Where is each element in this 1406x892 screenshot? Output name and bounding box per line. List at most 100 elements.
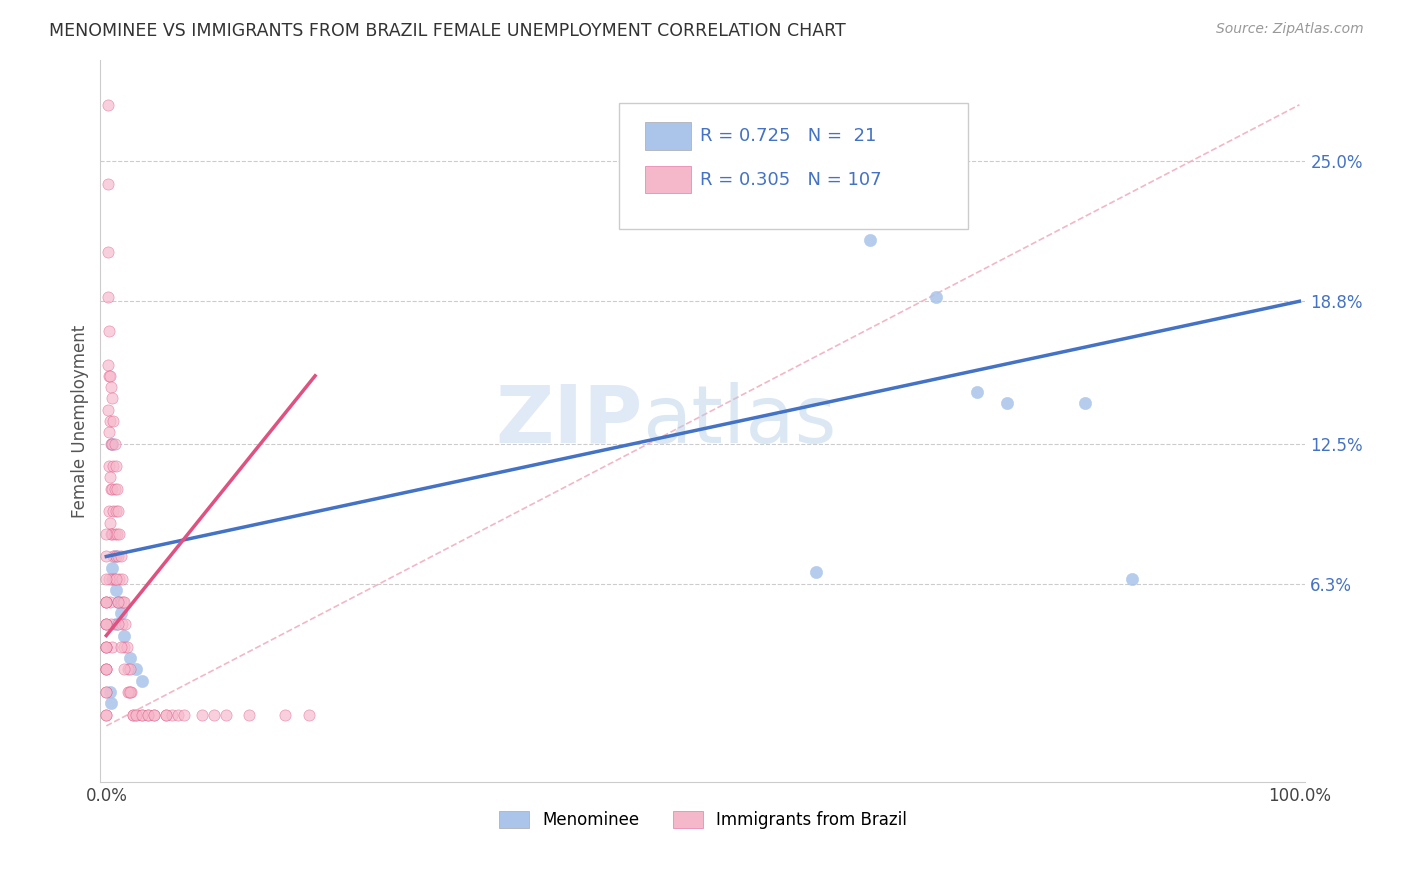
FancyBboxPatch shape [645, 122, 690, 150]
Point [96, 640, 118, 654]
Point [96, 707, 118, 722]
Point [110, 606, 132, 620]
Point [98, 595, 121, 609]
Point [238, 707, 260, 722]
Point [96, 97, 118, 112]
Point [96, 549, 118, 564]
Point [105, 527, 128, 541]
Point [100, 482, 122, 496]
Point [100, 380, 122, 394]
Point [120, 685, 142, 699]
Point [131, 707, 153, 722]
Point [125, 707, 148, 722]
Point [97, 459, 120, 474]
Point [96, 177, 118, 191]
Point [101, 436, 124, 450]
Point [101, 527, 124, 541]
Point [96, 527, 118, 541]
Point [104, 617, 127, 632]
Point [104, 549, 127, 564]
Point [100, 436, 122, 450]
Point [107, 549, 129, 564]
Point [155, 707, 177, 722]
Point [121, 707, 143, 722]
Text: R = 0.305   N = 107: R = 0.305 N = 107 [700, 170, 882, 188]
FancyBboxPatch shape [645, 166, 690, 194]
Point [111, 595, 134, 609]
Point [120, 651, 142, 665]
Point [96, 662, 118, 676]
Point [96, 662, 118, 676]
Point [97, 504, 120, 518]
Y-axis label: Female Unemployment: Female Unemployment [72, 325, 89, 517]
Point [96, 290, 118, 304]
Point [101, 482, 124, 496]
Point [112, 640, 135, 654]
Point [96, 595, 118, 609]
Point [104, 572, 127, 586]
Point [104, 549, 127, 564]
Point [101, 572, 124, 586]
Point [100, 696, 122, 710]
Point [120, 662, 142, 676]
Point [103, 572, 125, 586]
Point [96, 572, 118, 586]
Point [143, 707, 166, 722]
Point [104, 459, 127, 474]
Point [111, 617, 134, 632]
Point [101, 392, 124, 406]
Point [104, 527, 127, 541]
Point [96, 402, 118, 417]
Point [1073, 396, 1095, 410]
Point [101, 640, 124, 654]
Point [107, 617, 129, 632]
Point [100, 617, 122, 632]
Point [110, 640, 132, 654]
Point [155, 707, 177, 722]
Point [107, 595, 129, 609]
Point [97, 368, 120, 383]
Point [96, 707, 118, 722]
Point [136, 707, 159, 722]
Point [98, 368, 121, 383]
Point [104, 504, 127, 518]
Point [96, 358, 118, 372]
Point [96, 640, 118, 654]
Point [97, 425, 120, 440]
Point [104, 482, 127, 496]
Legend: Menominee, Immigrants from Brazil: Menominee, Immigrants from Brazil [492, 804, 914, 836]
Point [103, 459, 125, 474]
Point [859, 233, 882, 247]
Point [112, 662, 135, 676]
Point [96, 617, 118, 632]
Point [107, 595, 129, 609]
Point [98, 685, 121, 699]
Point [120, 685, 142, 699]
Point [104, 572, 127, 586]
Point [101, 436, 124, 450]
Point [96, 244, 118, 259]
Point [111, 572, 134, 586]
Point [131, 673, 153, 688]
Text: R = 0.725   N =  21: R = 0.725 N = 21 [700, 128, 877, 145]
Point [112, 595, 135, 609]
Point [107, 595, 129, 609]
Point [104, 436, 127, 450]
Point [96, 617, 118, 632]
Point [103, 414, 125, 428]
Point [97, 572, 120, 586]
Point [143, 707, 166, 722]
Text: atlas: atlas [643, 382, 837, 460]
Point [96, 640, 118, 654]
Point [96, 595, 118, 609]
Point [98, 470, 121, 484]
Point [96, 595, 118, 609]
Point [117, 662, 139, 676]
Point [274, 707, 297, 722]
Point [160, 707, 183, 722]
Point [115, 640, 138, 654]
Point [104, 583, 127, 598]
Point [96, 685, 118, 699]
Point [108, 527, 131, 541]
Point [136, 707, 159, 722]
